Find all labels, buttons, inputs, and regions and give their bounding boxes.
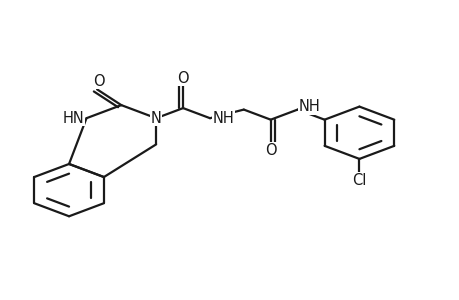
Text: HN: HN [62, 111, 84, 126]
Text: O: O [92, 74, 104, 88]
Text: O: O [264, 143, 276, 158]
Text: NH: NH [298, 99, 319, 114]
Text: O: O [177, 70, 189, 86]
Text: Cl: Cl [352, 173, 366, 188]
Text: NH: NH [212, 111, 234, 126]
Text: N: N [151, 111, 161, 126]
